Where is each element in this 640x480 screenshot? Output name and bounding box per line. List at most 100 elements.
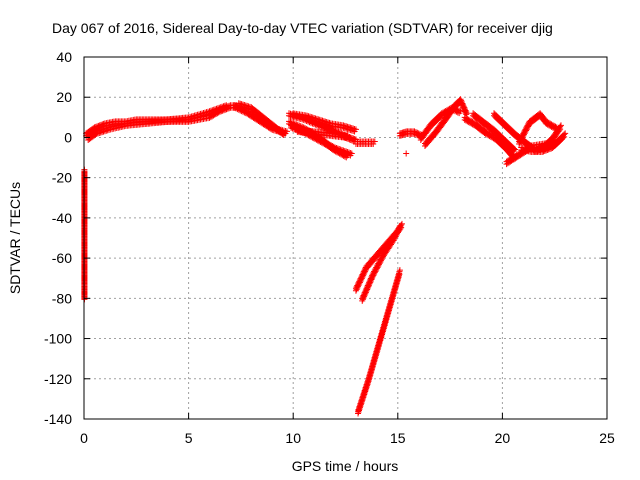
x-tick-label: 0 (80, 430, 88, 446)
data-point (518, 136, 525, 143)
data-point (283, 128, 290, 135)
x-tick-labels: 0 5 10 15 20 25 (80, 430, 615, 446)
data-point (357, 278, 364, 285)
data-point (392, 234, 399, 241)
data-point (521, 131, 528, 138)
y-tick-label: -20 (52, 170, 72, 186)
y-tick-label: -60 (52, 250, 72, 266)
data-point (540, 148, 547, 155)
data-point (367, 277, 374, 284)
data-point (377, 258, 384, 265)
data-point (375, 262, 382, 269)
x-tick-label: 25 (599, 430, 615, 446)
data-point (213, 108, 220, 115)
data-point (358, 275, 365, 282)
data-point (523, 126, 530, 133)
data-points (81, 96, 569, 417)
data-point (520, 132, 527, 139)
data-point (394, 229, 401, 236)
data-point (220, 105, 227, 112)
y-tick-label: 20 (56, 89, 72, 105)
data-point (364, 285, 371, 292)
data-point (359, 296, 366, 303)
data-point (546, 145, 553, 152)
data-point (362, 289, 369, 296)
data-point (223, 102, 230, 109)
data-point (206, 110, 213, 117)
y-tick-labels: -140 -120 -100 -80 -60 -40 -20 0 20 40 (44, 49, 72, 427)
y-tick-label: -140 (44, 411, 72, 427)
data-point (356, 279, 363, 286)
data-point (557, 122, 564, 129)
data-point (212, 108, 219, 115)
data-point (373, 266, 380, 273)
data-point (354, 285, 361, 292)
data-point (221, 105, 228, 112)
data-point (463, 110, 470, 117)
data-point (364, 286, 371, 293)
y-tick-label: -100 (44, 331, 72, 347)
x-tick-label: 10 (285, 430, 301, 446)
x-tick-label: 20 (495, 430, 511, 446)
x-axis-label: GPS time / hours (292, 458, 399, 474)
axis-ticks (83, 56, 608, 420)
data-point (371, 271, 378, 278)
y-tick-label: 0 (64, 129, 72, 145)
data-point (369, 273, 376, 280)
data-point (369, 275, 376, 282)
data-point (392, 233, 399, 240)
y-axis-label: SDTVAR / TECUs (7, 182, 23, 294)
data-point (562, 130, 569, 137)
x-tick-label: 15 (390, 430, 406, 446)
data-point (457, 108, 464, 115)
data-point (219, 106, 226, 113)
data-point (370, 272, 377, 279)
data-point (516, 139, 523, 146)
grid-lines (84, 57, 607, 419)
data-point (92, 131, 99, 138)
y-tick-label: 40 (56, 49, 72, 65)
data-point (361, 269, 368, 276)
data-point (359, 273, 366, 280)
data-point (365, 283, 372, 290)
data-point (511, 146, 518, 153)
y-tick-label: -40 (52, 210, 72, 226)
data-point (375, 261, 382, 268)
data-point (373, 265, 380, 272)
data-point (361, 292, 368, 299)
data-point (359, 297, 366, 304)
y-tick-label: -120 (44, 371, 72, 387)
data-point (209, 109, 216, 116)
data-point (539, 149, 546, 156)
data-point (553, 124, 560, 131)
data-point (360, 294, 367, 301)
data-point (214, 107, 221, 114)
data-point (544, 147, 551, 153)
data-point (366, 282, 373, 289)
data-point (396, 267, 403, 274)
data-point (362, 290, 369, 297)
data-point (510, 148, 517, 155)
data-point (216, 107, 223, 114)
data-point (518, 135, 525, 142)
data-point (557, 134, 564, 141)
data-point (555, 138, 562, 145)
data-point (390, 237, 397, 244)
data-point (356, 280, 363, 287)
data-point (391, 236, 398, 243)
data-point (543, 147, 550, 154)
data-point (519, 134, 526, 141)
data-point (396, 226, 403, 233)
data-point (344, 132, 351, 139)
data-point (363, 287, 370, 294)
data-point (516, 140, 523, 147)
data-point (353, 286, 360, 293)
data-point (524, 124, 531, 131)
data-point (556, 127, 563, 134)
data-point (371, 138, 378, 145)
data-point (355, 282, 362, 289)
data-point (371, 269, 378, 276)
data-point (352, 287, 359, 294)
data-point (362, 268, 369, 275)
data-point (366, 280, 373, 287)
